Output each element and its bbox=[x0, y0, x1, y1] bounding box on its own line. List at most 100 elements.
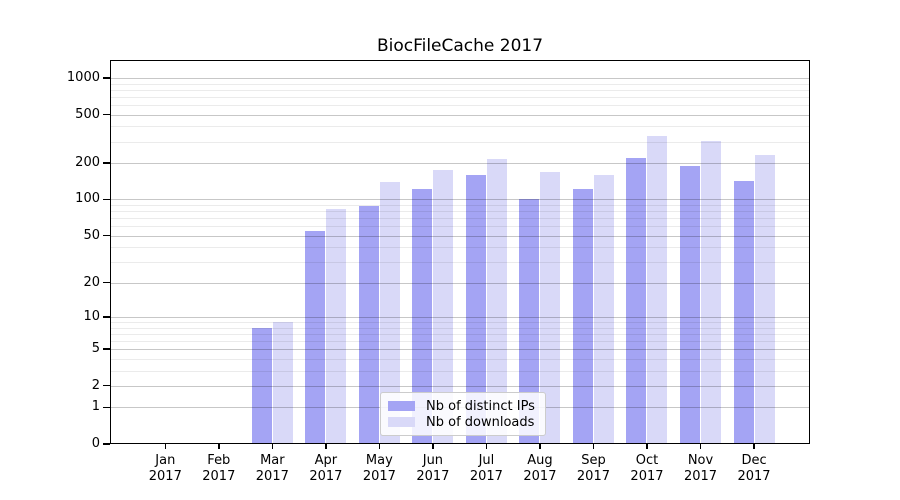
x-tick-label-feb: Feb 2017 bbox=[202, 453, 236, 484]
bar-distinct-ips-mar bbox=[251, 327, 272, 444]
x-tick-label-dec: Dec 2017 bbox=[737, 453, 771, 484]
plot-area bbox=[110, 60, 810, 444]
bar-distinct-ips-apr bbox=[305, 230, 326, 444]
x-tick-label-nov: Nov 2017 bbox=[683, 453, 718, 484]
bar-distinct-ips-sep bbox=[572, 189, 593, 444]
y-tick-mark-1 bbox=[103, 406, 110, 408]
gridline-minor-6 bbox=[110, 340, 810, 342]
bar-distinct-ips-may bbox=[358, 206, 379, 444]
legend-label-downloads: Nb of downloads bbox=[426, 414, 535, 430]
y-tick-label-1: 1 bbox=[91, 399, 100, 415]
y-tick-mark-10 bbox=[103, 316, 110, 318]
bar-downloads-apr bbox=[326, 209, 347, 444]
x-tick-mark-feb bbox=[218, 444, 220, 449]
y-tick-mark-2 bbox=[103, 385, 110, 387]
chart-title: BiocFileCache 2017 bbox=[376, 36, 544, 56]
gridline-major-200 bbox=[110, 163, 810, 164]
x-tick-label-oct: Oct 2017 bbox=[630, 453, 664, 484]
x-tick-mark-aug bbox=[539, 444, 541, 449]
x-tick-mark-sep bbox=[592, 444, 595, 449]
y-tick-label-2: 2 bbox=[91, 377, 100, 393]
gridline-minor-700 bbox=[110, 96, 810, 98]
bar-distinct-ips-jun bbox=[412, 188, 433, 444]
x-tick-mark-apr bbox=[325, 444, 327, 449]
bar-downloads-nov bbox=[701, 141, 721, 444]
y-tick-mark-20 bbox=[103, 281, 110, 284]
bar-distinct-ips-jul bbox=[465, 174, 486, 444]
y-tick-mark-50 bbox=[103, 234, 110, 237]
gridline-minor-800 bbox=[110, 89, 810, 91]
gridline-major-100 bbox=[110, 199, 810, 201]
gridline-minor-4 bbox=[110, 358, 810, 360]
y-tick-mark-200 bbox=[103, 162, 110, 164]
x-tick-label-mar: Mar 2017 bbox=[255, 453, 289, 484]
x-tick-mark-nov bbox=[699, 444, 702, 449]
gridline-minor-400 bbox=[110, 126, 810, 128]
bar-downloads-dec bbox=[754, 154, 775, 444]
legend-item-distinct-ips: Nb of distinct IPs bbox=[388, 398, 537, 414]
y-tick-mark-0 bbox=[103, 443, 110, 445]
x-tick-label-jul: Jul 2017 bbox=[469, 453, 503, 484]
y-tick-mark-500 bbox=[103, 113, 110, 116]
gridline-minor-7 bbox=[110, 333, 810, 335]
x-tick-mark-dec bbox=[753, 444, 755, 449]
bar-downloads-sep bbox=[593, 175, 614, 444]
x-tick-mark-jul bbox=[485, 444, 488, 449]
gridline-major-5 bbox=[110, 349, 810, 351]
x-tick-label-may: May 2017 bbox=[362, 453, 396, 484]
legend-label-distinct-ips: Nb of distinct IPs bbox=[426, 398, 535, 414]
bar-distinct-ips-dec bbox=[733, 181, 754, 444]
bar-distinct-ips-oct bbox=[626, 157, 647, 444]
y-tick-mark-100 bbox=[103, 198, 110, 201]
gridline-major-20 bbox=[110, 282, 810, 284]
y-tick-mark-5 bbox=[103, 348, 110, 350]
x-tick-mark-jan bbox=[164, 444, 166, 449]
y-tick-label-10: 10 bbox=[83, 308, 100, 324]
bar-downloads-oct bbox=[647, 136, 668, 444]
gridline-minor-40 bbox=[110, 247, 810, 249]
x-tick-mark-jun bbox=[432, 444, 434, 449]
gridline-minor-60 bbox=[110, 226, 810, 228]
y-tick-label-100: 100 bbox=[75, 191, 100, 207]
gridline-minor-300 bbox=[110, 141, 810, 143]
bar-downloads-jul bbox=[486, 158, 507, 444]
bar-downloads-jun bbox=[433, 170, 454, 444]
y-tick-label-200: 200 bbox=[75, 155, 100, 170]
bar-distinct-ips-aug bbox=[519, 198, 540, 444]
y-tick-label-0: 0 bbox=[91, 436, 100, 451]
y-tick-label-500: 500 bbox=[75, 106, 100, 122]
gridline-minor-8 bbox=[110, 327, 810, 329]
gridline-minor-90 bbox=[110, 204, 810, 206]
legend-swatch-distinct-ips bbox=[388, 401, 415, 411]
bar-downloads-may bbox=[379, 181, 400, 444]
x-tick-label-jan: Jan 2017 bbox=[148, 453, 182, 484]
gridline-major-10 bbox=[110, 316, 810, 318]
legend: Nb of distinct IPs Nb of downloads bbox=[380, 392, 546, 436]
gridline-major-500 bbox=[110, 114, 810, 116]
y-tick-label-5: 5 bbox=[91, 341, 100, 357]
x-tick-mark-may bbox=[378, 444, 381, 449]
legend-swatch-downloads bbox=[388, 417, 415, 427]
gridline-minor-3 bbox=[110, 370, 810, 372]
x-tick-label-aug: Aug 2017 bbox=[523, 453, 557, 484]
y-tick-label-1000: 1000 bbox=[66, 69, 100, 85]
x-tick-mark-mar bbox=[271, 444, 274, 449]
bar-distinct-ips-nov bbox=[680, 165, 700, 444]
gridline-major-50 bbox=[110, 235, 810, 237]
y-tick-label-20: 20 bbox=[83, 274, 100, 290]
gridline-major-2 bbox=[110, 385, 810, 387]
x-tick-label-sep: Sep 2017 bbox=[576, 453, 610, 484]
x-tick-label-apr: Apr 2017 bbox=[309, 453, 343, 484]
x-tick-label-jun: Jun 2017 bbox=[416, 453, 450, 484]
gridline-minor-600 bbox=[110, 104, 810, 106]
gridline-minor-30 bbox=[110, 262, 810, 264]
bar-downloads-mar bbox=[272, 322, 293, 444]
x-tick-mark-oct bbox=[646, 444, 648, 449]
gridline-minor-900 bbox=[110, 83, 810, 85]
bar-downloads-aug bbox=[540, 171, 561, 444]
y-tick-mark-1000 bbox=[103, 77, 110, 79]
gridline-minor-70 bbox=[110, 218, 810, 220]
gridline-minor-9 bbox=[110, 322, 810, 323]
y-tick-label-50: 50 bbox=[83, 227, 100, 243]
